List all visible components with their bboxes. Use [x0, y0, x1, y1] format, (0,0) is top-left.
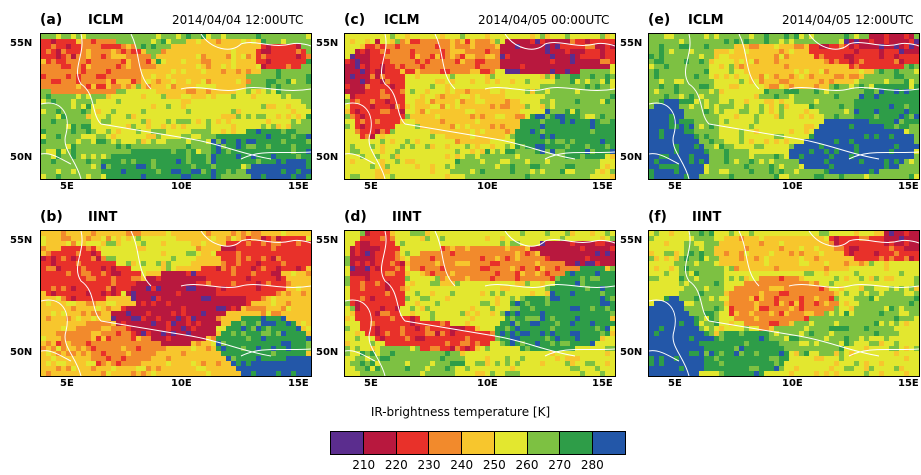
- colorbar-title: IR-brightness temperature [K]: [370, 405, 551, 419]
- timestamp-c: 2014/04/05 00:00UTC: [478, 13, 610, 27]
- lon-label-10e-b: 10E: [171, 378, 192, 389]
- timestamp-e: 2014/04/05 12:00UTC: [782, 13, 914, 27]
- brightness-temperature-field: [649, 34, 919, 179]
- panel-label-e: (e): [648, 12, 671, 28]
- timestamp-a: 2014/04/04 12:00UTC: [172, 13, 304, 27]
- lon-label-5e-a: 5E: [60, 181, 74, 192]
- lon-label-10e-a: 10E: [171, 181, 192, 192]
- lon-label-15e-c: 15E: [592, 181, 613, 192]
- lon-label-5e-b: 5E: [60, 378, 74, 389]
- lon-label-15e-f: 15E: [898, 378, 919, 389]
- lon-label-10e-e: 10E: [782, 181, 803, 192]
- panel-label-a: (a): [40, 12, 63, 28]
- lat-label-55n-d: 55N: [316, 235, 339, 246]
- colorbar-tick-label: 240: [450, 458, 474, 472]
- brightness-temperature-field: [41, 34, 311, 179]
- lon-label-5e-d: 5E: [364, 378, 378, 389]
- lon-label-15e-d: 15E: [592, 378, 613, 389]
- map-panel-d: [344, 230, 616, 377]
- panel-label-c: (c): [344, 12, 366, 28]
- lat-label-50n-e: 50N: [620, 152, 643, 163]
- lon-label-10e-c: 10E: [477, 181, 498, 192]
- map-panel-b: [40, 230, 312, 377]
- colorbar-swatch: [593, 432, 626, 454]
- model-label-d: IINT: [392, 210, 422, 225]
- brightness-temperature-field: [649, 231, 919, 376]
- lon-label-5e-f: 5E: [668, 378, 682, 389]
- map-panel-f: [648, 230, 920, 377]
- colorbar-tick-label: 280: [580, 458, 604, 472]
- colorbar: [330, 431, 626, 455]
- lon-label-15e-b: 15E: [288, 378, 309, 389]
- lon-label-15e-e: 15E: [898, 181, 919, 192]
- lon-label-15e-a: 15E: [288, 181, 309, 192]
- model-label-b: IINT: [88, 210, 118, 225]
- colorbar-tick-label: 230: [417, 458, 441, 472]
- model-label-e: ICLM: [688, 13, 724, 28]
- colorbar-tick-label: 220: [384, 458, 408, 472]
- map-panel-a: [40, 33, 312, 180]
- colorbar-swatch: [560, 432, 594, 454]
- lat-label-50n-d: 50N: [316, 347, 339, 358]
- colorbar-tick-label: 250: [482, 458, 506, 472]
- brightness-temperature-field: [41, 231, 311, 376]
- lat-label-50n-a: 50N: [10, 152, 33, 163]
- lon-label-10e-d: 10E: [477, 378, 498, 389]
- colorbar-tick-label: 210: [352, 458, 376, 472]
- map-panel-c: [344, 33, 616, 180]
- lat-label-55n-c: 55N: [316, 38, 339, 49]
- lon-label-5e-c: 5E: [364, 181, 378, 192]
- lat-label-50n-b: 50N: [10, 347, 33, 358]
- colorbar-tick-label: 270: [548, 458, 572, 472]
- colorbar-swatch: [494, 432, 528, 454]
- colorbar-swatch: [527, 432, 561, 454]
- panel-label-d: (d): [344, 209, 367, 225]
- lon-label-10e-f: 10E: [782, 378, 803, 389]
- map-panel-e: [648, 33, 920, 180]
- model-label-c: ICLM: [384, 13, 420, 28]
- lat-label-50n-f: 50N: [620, 347, 643, 358]
- panel-label-f: (f): [648, 209, 667, 225]
- lat-label-55n-f: 55N: [620, 235, 643, 246]
- panel-label-b: (b): [40, 209, 63, 225]
- brightness-temperature-field: [345, 34, 615, 179]
- colorbar-swatch: [331, 432, 364, 454]
- lat-label-55n-a: 55N: [10, 38, 33, 49]
- colorbar-swatch: [462, 432, 495, 454]
- lat-label-55n-b: 55N: [10, 235, 33, 246]
- lat-label-55n-e: 55N: [620, 38, 643, 49]
- lat-label-50n-c: 50N: [316, 152, 339, 163]
- colorbar-swatch: [429, 432, 463, 454]
- model-label-a: ICLM: [88, 13, 124, 28]
- brightness-temperature-field: [345, 231, 615, 376]
- colorbar-swatch: [363, 432, 397, 454]
- model-label-f: IINT: [692, 210, 722, 225]
- lon-label-5e-e: 5E: [668, 181, 682, 192]
- colorbar-tick-label: 260: [515, 458, 539, 472]
- colorbar-swatch: [396, 432, 430, 454]
